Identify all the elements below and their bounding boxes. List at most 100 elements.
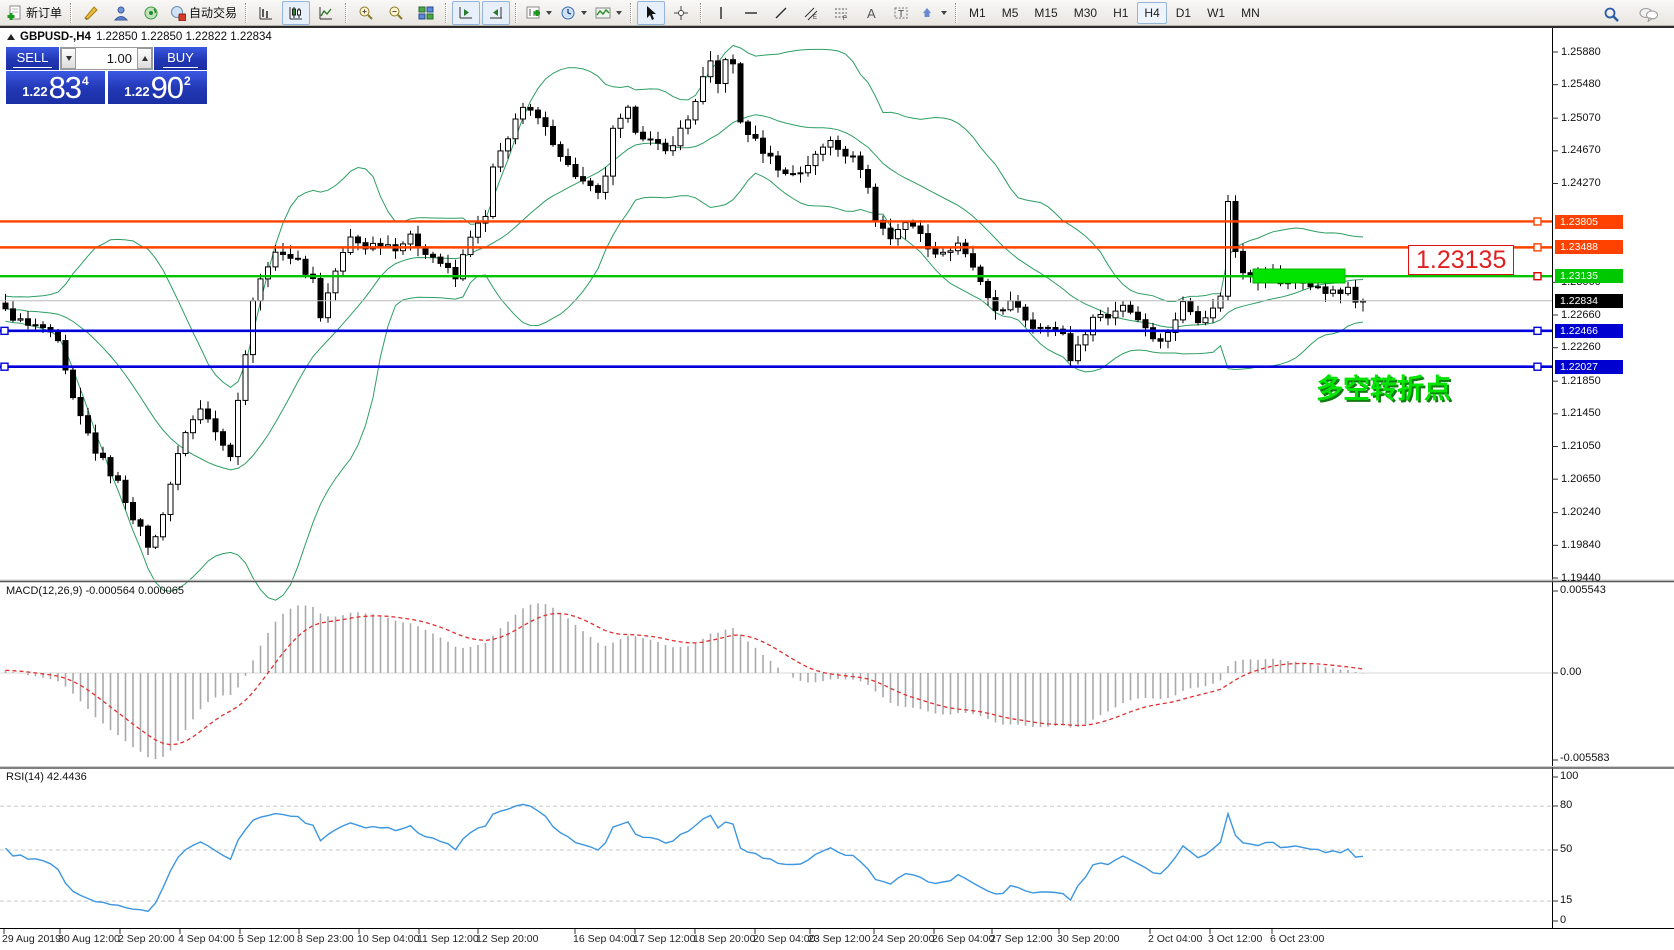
- new-chart-dropdown[interactable]: [522, 1, 555, 25]
- profiles-dropdown[interactable]: [557, 1, 590, 25]
- timeframe-button-MN[interactable]: MN: [1241, 5, 1260, 20]
- time-axis-label: 29 Aug 2019: [2, 933, 61, 945]
- axes: [0, 26, 1674, 934]
- buy-button-label: BUY: [163, 50, 198, 68]
- metaeditor-quill-icon: [83, 5, 99, 21]
- volume-input[interactable]: 1.00: [106, 51, 132, 66]
- candlestick-icon: [288, 5, 304, 21]
- timeframe-button-D1[interactable]: D1: [1175, 5, 1192, 20]
- new-order-icon: [7, 5, 23, 21]
- new-chart-icon: [525, 5, 541, 21]
- fibonacci-icon: F: [833, 5, 849, 21]
- line-chart-button[interactable]: [312, 1, 340, 25]
- time-axis-label: 2 Sep 20:00: [118, 933, 175, 945]
- rsi-indicator: [0, 803, 1552, 913]
- hline-1.23805[interactable]: [0, 217, 1552, 226]
- fibonacci-button[interactable]: F: [827, 1, 855, 25]
- autotrading-button[interactable]: 自动交易: [167, 1, 240, 25]
- toolbar-separator: [345, 2, 348, 23]
- hline-1.22466[interactable]: [0, 326, 1552, 336]
- strategy-tester-button[interactable]: [107, 1, 135, 25]
- price-tick: 1.19840: [1561, 538, 1601, 551]
- chart-shift-button[interactable]: [452, 0, 481, 25]
- time-axis-label: 26 Sep 04:00: [932, 933, 995, 945]
- equidistant-channel-button[interactable]: E: [797, 1, 825, 25]
- time-axis-label: 8 Sep 23:00: [297, 933, 354, 945]
- arrows-dropdown[interactable]: [917, 1, 950, 25]
- highlight-rect[interactable]: [1252, 268, 1346, 284]
- zoom-in-button[interactable]: [352, 1, 380, 25]
- price-tick: 1.20650: [1561, 472, 1601, 485]
- pivot-annotation[interactable]: 多空转折点: [1316, 374, 1451, 404]
- zoom-out-button[interactable]: [382, 1, 410, 25]
- price-level-chip: 1.23135: [1555, 269, 1623, 284]
- autotrading-icon: [170, 5, 187, 21]
- toolbar-separator: [445, 2, 448, 23]
- text-label-button[interactable]: T: [887, 1, 915, 25]
- macd-indicator: [0, 603, 1552, 759]
- price-level-chip: 1.23488: [1555, 240, 1623, 255]
- hline-1.22027[interactable]: [0, 362, 1552, 371]
- time-axis-label: 24 Sep 20:00: [872, 933, 935, 945]
- sell-price-display[interactable]: 1.22 83 4: [6, 71, 105, 104]
- hline-1.23488[interactable]: [0, 243, 1552, 252]
- price-tick: 1.24270: [1561, 177, 1601, 189]
- timeframe-button-H1[interactable]: H1: [1113, 5, 1129, 20]
- cursor-button[interactable]: [637, 0, 666, 25]
- sell-button-label: SELL: [12, 50, 53, 68]
- bar-chart-button[interactable]: [252, 1, 280, 25]
- horizontal-line-button[interactable]: [737, 1, 765, 25]
- metaeditor-button[interactable]: [77, 1, 105, 25]
- volume-decrease-button[interactable]: [61, 48, 76, 69]
- sell-price-prefix: 1.22: [22, 84, 48, 99]
- time-axis-label: 27 Sep 12:00: [990, 933, 1053, 945]
- toolbar-separator: [955, 2, 958, 23]
- vertical-line-button[interactable]: [707, 1, 735, 25]
- horizontal-line-icon: [743, 5, 759, 21]
- line-chart-icon: [318, 5, 334, 21]
- dropdown-caret-icon: [941, 10, 948, 15]
- auto-scroll-button[interactable]: [482, 0, 511, 25]
- timeframe-switcher: M1 M5 M15 M30 H1 H4 D1 W1 MN: [961, 1, 1268, 24]
- price-level-chip: 1.22027: [1555, 359, 1623, 374]
- timeframe-button-M15[interactable]: M15: [1034, 5, 1058, 20]
- macd-indicator-label: MACD(12,26,9) -0.000564 0.000065: [6, 585, 184, 597]
- collapse-panel-icon[interactable]: [7, 34, 15, 40]
- buy-price-display[interactable]: 1.22 90 2: [108, 71, 207, 104]
- auto-scroll-icon: [488, 5, 504, 21]
- search-button[interactable]: [1597, 2, 1625, 26]
- chart-window-title: GBPUSD-,H4 1.22850 1.22850 1.22822 1.228…: [7, 31, 272, 43]
- time-axis-label: 11 Sep 12:00: [417, 933, 479, 945]
- volume-spinner: 1.00: [60, 47, 153, 70]
- text-button[interactable]: A: [857, 1, 885, 25]
- price-callout-box[interactable]: 1.23135: [1408, 245, 1515, 275]
- timeframe-button-M30[interactable]: M30: [1073, 5, 1098, 20]
- time-axis-label: 4 Sep 04:00: [178, 933, 235, 945]
- trendline-button[interactable]: [767, 1, 795, 25]
- buy-button[interactable]: BUY: [154, 47, 207, 70]
- volume-increase-button[interactable]: [137, 48, 152, 69]
- price-tick: 1.21850: [1561, 374, 1601, 387]
- time-axis-label: 17 Sep 12:00: [633, 933, 696, 945]
- indicators-dropdown[interactable]: [592, 1, 625, 25]
- sell-button[interactable]: SELL: [6, 47, 59, 70]
- crosshair-icon: [673, 5, 689, 21]
- timeframe-button-M5[interactable]: M5: [1001, 5, 1019, 20]
- time-axis-label: 16 Sep 04:00: [573, 933, 636, 945]
- signals-button[interactable]: [137, 1, 165, 25]
- dropdown-caret-icon: [581, 10, 588, 15]
- price-tick: 1.21450: [1561, 407, 1601, 420]
- timeframe-button-M1[interactable]: M1: [969, 5, 986, 20]
- timeframe-button-W1[interactable]: W1: [1207, 5, 1226, 20]
- chat-button[interactable]: [1635, 2, 1663, 26]
- macd-axis-min: -0.005583: [1560, 752, 1610, 764]
- crosshair-button[interactable]: [667, 1, 695, 25]
- symbol-period-label: GBPUSD-,H4: [20, 31, 91, 43]
- toolbar-separator: [700, 2, 703, 23]
- new-order-button[interactable]: 新订单: [4, 1, 65, 25]
- tile-windows-button[interactable]: [412, 1, 440, 25]
- candlestick-chart-button[interactable]: [282, 0, 311, 25]
- timeframe-button-H4[interactable]: H4: [1137, 1, 1167, 24]
